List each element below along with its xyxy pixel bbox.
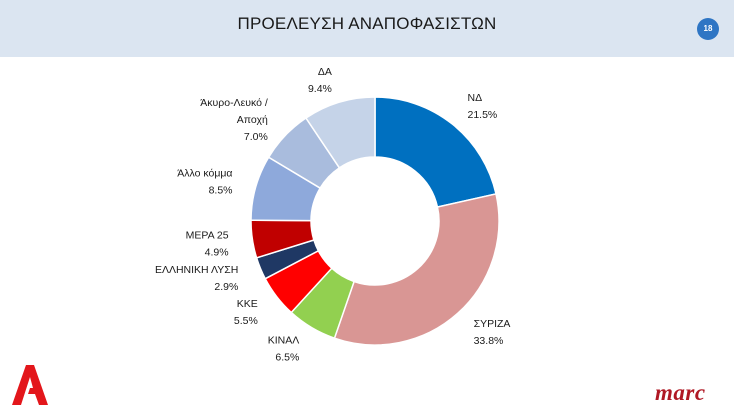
alpha-logo-icon [12, 365, 48, 405]
page-title: ΠΡΟΕΛΕΥΣΗ ΑΝΑΠΟΦΑΣΙΣΤΩΝ [237, 14, 497, 33]
slice-label-1: ΣΥΡΙΖΑ 33.8% [474, 318, 511, 347]
slice-label-6: Άλλο κόμμα 8.5% [177, 168, 232, 197]
slice-label-8: ΔΑ 9.4% [308, 66, 332, 95]
slice-label-4: ΕΛΛΗΝΙΚΗ ΛΥΣΗ 2.9% [155, 264, 238, 293]
slice-8 [304, 96, 376, 169]
header-bar: ΠΡΟΕΛΕΥΣΗ ΑΝΑΠΟΦΑΣΙΣΤΩΝ 18 [0, 0, 734, 57]
slice-label-3: ΚΚΕ 5.5% [234, 298, 258, 327]
slice-1 [333, 193, 500, 346]
slice-label-7: Άκυρο-Λευκό / Αποχή 7.0% [200, 97, 268, 143]
page-number-badge: 18 [697, 18, 719, 40]
slice-label-2: ΚΙΝΑΛ 6.5% [268, 335, 300, 364]
slice-0 [374, 96, 497, 208]
slice-label-0: ΝΔ 21.5% [468, 92, 498, 121]
slice-label-5: ΜΕΡΑ 25 4.9% [186, 229, 229, 258]
marc-logo: marc [655, 380, 706, 405]
